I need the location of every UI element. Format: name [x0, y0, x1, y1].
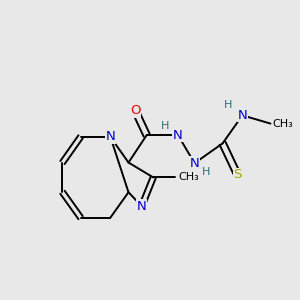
Text: H: H [224, 100, 233, 110]
Text: CH₃: CH₃ [272, 118, 293, 129]
Text: N: N [137, 200, 147, 213]
Text: N: N [106, 130, 115, 143]
Text: H: H [202, 167, 210, 178]
Text: S: S [233, 168, 242, 181]
Text: CH₃: CH₃ [178, 172, 199, 182]
Text: N: N [190, 157, 200, 170]
Text: H: H [161, 121, 170, 131]
Text: N: N [238, 109, 247, 122]
Text: O: O [130, 104, 140, 117]
Text: N: N [173, 129, 183, 142]
